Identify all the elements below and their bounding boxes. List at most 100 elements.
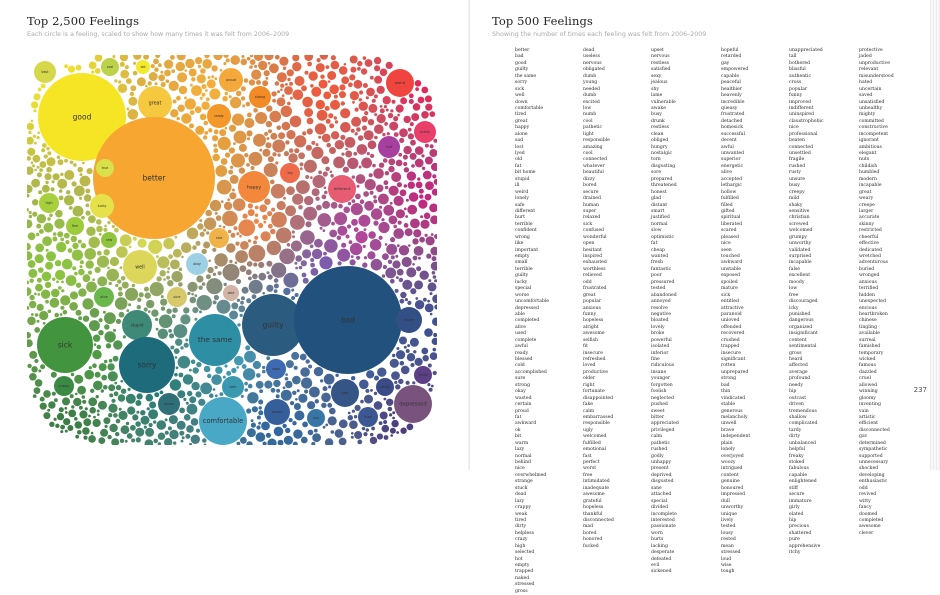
filler-bubble — [44, 281, 52, 289]
filler-bubble — [351, 116, 362, 127]
feeling-bubble — [186, 253, 208, 275]
filler-bubble — [247, 239, 252, 243]
feeling-row: sick — [556, 222, 614, 228]
filler-bubble — [340, 134, 346, 140]
filler-bubble — [135, 400, 142, 406]
filler-bubble — [360, 399, 364, 404]
feeling-row: popular — [762, 87, 824, 93]
feeling-row: warm — [488, 441, 549, 447]
filler-bubble — [62, 309, 68, 315]
feeling-row: insignificant — [762, 331, 824, 337]
feeling-word: famous — [859, 363, 876, 369]
filler-bubble — [423, 212, 431, 220]
filler-bubble — [180, 439, 184, 443]
filler-bubble — [393, 116, 399, 122]
filler-bubble — [358, 165, 362, 169]
filler-bubble — [396, 276, 399, 279]
filler-bubble — [321, 194, 327, 200]
feeling-word: great — [859, 189, 872, 195]
filler-bubble — [308, 71, 318, 81]
filler-bubble — [351, 432, 354, 435]
feeling-word: unhealthy — [859, 105, 883, 111]
feeling-word: better — [515, 48, 530, 53]
filler-bubble — [393, 224, 398, 229]
filler-bubble — [410, 218, 420, 229]
filler-bubble — [269, 63, 279, 74]
feeling-row: tall — [762, 54, 824, 60]
feelings-column: upset nervous restless satisfied sexy jealous… — [624, 48, 679, 576]
bubble-label: sure — [174, 295, 181, 299]
feeling-row: freaky — [762, 454, 824, 460]
feeling-word: awful — [515, 344, 528, 350]
filler-bubble — [432, 370, 437, 376]
filler-bubble — [114, 79, 118, 83]
filler-bubble — [353, 227, 359, 233]
filler-bubble — [251, 406, 258, 413]
filler-bubble — [143, 307, 148, 312]
filler-bubble — [55, 269, 66, 281]
filler-bubble — [191, 292, 194, 296]
filler-bubble — [226, 370, 232, 376]
filler-bubble — [175, 366, 179, 370]
feeling-word: screwed — [789, 221, 809, 227]
filler-bubble — [195, 125, 205, 135]
filler-bubble — [258, 222, 264, 229]
filler-bubble — [212, 388, 216, 391]
feeling-row: authentic — [762, 74, 824, 80]
filler-bubble — [107, 434, 112, 440]
filler-bubble — [92, 349, 102, 360]
feeling-row: unsettled — [762, 151, 824, 157]
feeling-word: hidden — [859, 292, 875, 298]
filler-bubble — [294, 135, 307, 148]
filler-bubble — [88, 397, 98, 407]
filler-bubble — [136, 393, 143, 400]
filler-bubble — [413, 246, 424, 256]
filler-bubble — [154, 392, 160, 398]
feeling-word: scared — [721, 228, 737, 234]
filler-bubble — [273, 278, 279, 283]
filler-bubble — [405, 198, 409, 202]
filler-bubble — [27, 287, 32, 296]
filler-bubble — [409, 337, 419, 347]
filler-bubble — [184, 69, 187, 72]
feeling-word: busy — [789, 183, 800, 189]
filler-bubble — [338, 203, 343, 209]
filler-bubble — [203, 443, 207, 445]
filler-bubble — [47, 217, 51, 221]
filler-bubble — [160, 298, 168, 306]
filler-bubble — [104, 424, 108, 428]
filler-bubble — [364, 111, 369, 116]
filler-bubble — [75, 282, 82, 288]
filler-bubble — [74, 374, 84, 384]
feeling-word: available — [859, 331, 880, 337]
filler-bubble — [244, 381, 248, 386]
filler-bubble — [291, 351, 300, 360]
feeling-row: fulfilled — [694, 196, 750, 202]
filler-bubble — [404, 228, 413, 237]
filler-bubble — [145, 84, 148, 88]
filler-bubble — [285, 83, 288, 86]
filler-bubble — [307, 61, 312, 67]
feeling-word: mild — [789, 196, 800, 202]
feeling-row: worst — [556, 466, 614, 472]
filler-bubble — [96, 219, 102, 225]
filler-bubble — [410, 362, 415, 368]
feeling-word: determined — [859, 440, 886, 446]
feeling-row: awful — [694, 145, 750, 151]
feeling-row: hungry — [624, 145, 679, 151]
filler-bubble — [325, 118, 331, 124]
filler-bubble — [125, 393, 136, 404]
feeling-word: terrified — [859, 286, 879, 292]
feeling-word: anxious — [583, 305, 601, 311]
feeling-word: shaky — [789, 202, 803, 208]
filler-bubble — [318, 135, 322, 139]
filler-bubble — [83, 418, 92, 427]
filler-bubble — [424, 303, 434, 313]
filler-bubble — [168, 329, 173, 333]
feeling-word: calm — [651, 434, 663, 440]
filler-bubble — [329, 170, 333, 174]
feeling-row: disgusting — [624, 164, 679, 170]
filler-bubble — [267, 62, 271, 65]
filler-bubble — [246, 261, 253, 267]
feeling-row: young — [556, 80, 614, 86]
